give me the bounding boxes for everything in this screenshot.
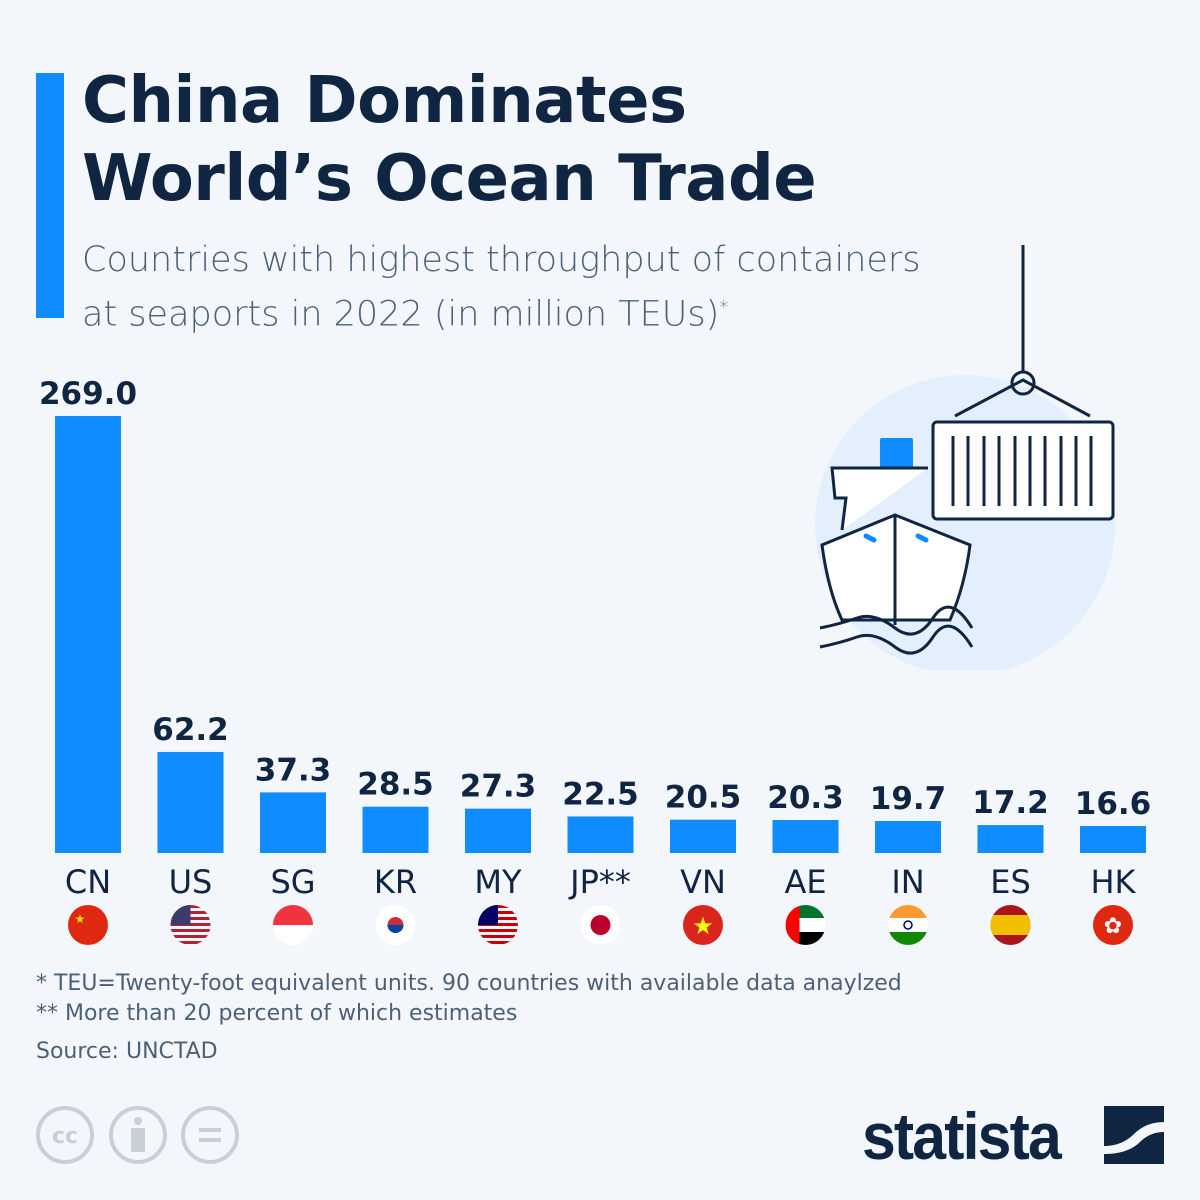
category-label: US [169, 863, 213, 901]
chart-title: China Dominates World’s Ocean Trade [82, 62, 817, 218]
data-label: 62.2 [152, 712, 229, 748]
flag-icon-US [170, 905, 211, 944]
flag-icon-KR [375, 905, 416, 945]
category-label: VN [680, 863, 726, 901]
svg-text:cc: cc [52, 1124, 78, 1149]
svg-text:✿: ✿ [1104, 914, 1122, 939]
data-label: 17.2 [972, 785, 1049, 821]
bar-HK [1080, 826, 1146, 853]
brand-text: statista [862, 1099, 1062, 1173]
statista-logo-mark [1104, 1106, 1164, 1164]
title-accent-bar [36, 73, 64, 318]
ship-illustration [815, 245, 1115, 670]
bar-IN [875, 820, 941, 853]
subtitle-line-1: Countries with highest throughput of con… [82, 240, 921, 280]
bar-JP [567, 816, 634, 853]
category-label: MY [474, 863, 522, 901]
footnote-teu: * TEU=Twenty-foot equivalent units. 90 c… [36, 971, 902, 996]
footnote-estimates: ** More than 20 percent of which estimat… [36, 1001, 518, 1026]
category-label: ES [990, 863, 1031, 901]
bar-MY [465, 808, 531, 853]
subtitle-footnote-mark: * [719, 297, 729, 318]
bar-VN [670, 819, 736, 853]
flag-icon-HK: ✿ [1093, 905, 1133, 945]
flag-icon-ES [990, 905, 1031, 945]
bar-CN [55, 416, 121, 853]
data-label: 16.6 [1075, 786, 1152, 822]
cc-license-icons[interactable]: cc [34, 1104, 244, 1166]
data-label: 27.3 [460, 769, 537, 805]
source-text: Source: UNCTAD [36, 1039, 218, 1064]
flag-icon-IN [888, 905, 928, 945]
data-label: 22.5 [562, 776, 639, 812]
flag-icon-MY [478, 905, 518, 944]
data-label: 37.3 [255, 752, 332, 788]
flag-icon-JP [580, 905, 621, 945]
cc-icon: cc [36, 1106, 94, 1164]
bar-KR [362, 806, 429, 853]
category-label: HK [1090, 863, 1136, 901]
title-line-2: World’s Ocean Trade [82, 142, 817, 216]
bar-SG [260, 792, 326, 853]
bar-AE [772, 820, 839, 853]
data-label: 28.5 [357, 767, 434, 803]
no-derivatives-icon [181, 1106, 239, 1164]
flag-icon-CN: ★ [68, 905, 108, 945]
chart-subtitle: Countries with highest throughput of con… [82, 236, 921, 339]
attribution-icon [109, 1106, 167, 1164]
category-label: JP** [568, 863, 631, 901]
category-label: SG [270, 863, 315, 901]
svg-text:★: ★ [692, 912, 714, 940]
data-label: 19.7 [870, 781, 947, 817]
category-label: KR [374, 863, 417, 901]
bar-ES [977, 825, 1044, 853]
category-label: IN [891, 863, 924, 901]
data-label: 20.3 [767, 780, 844, 816]
subtitle-line-2: at seaports in 2022 (in million TEUs) [82, 294, 720, 335]
category-label: CN [65, 863, 111, 901]
flag-icon-SG [273, 905, 313, 945]
statista-logo: statista [862, 1098, 1062, 1174]
flag-icon-AE [785, 905, 826, 945]
data-label: 269.0 [39, 376, 137, 412]
title-line-1: China Dominates [82, 64, 687, 138]
data-label: 20.5 [665, 780, 742, 816]
bar-chart: 269.0 CN ★ 62.2 US 37.3 SG 28.5 KR 27.3 MY 22.5 JP**… [39, 376, 1152, 945]
svg-text:★: ★ [75, 912, 86, 926]
flag-icon-VN: ★ [683, 905, 723, 945]
bar-US [157, 751, 224, 853]
category-label: AE [784, 863, 826, 901]
